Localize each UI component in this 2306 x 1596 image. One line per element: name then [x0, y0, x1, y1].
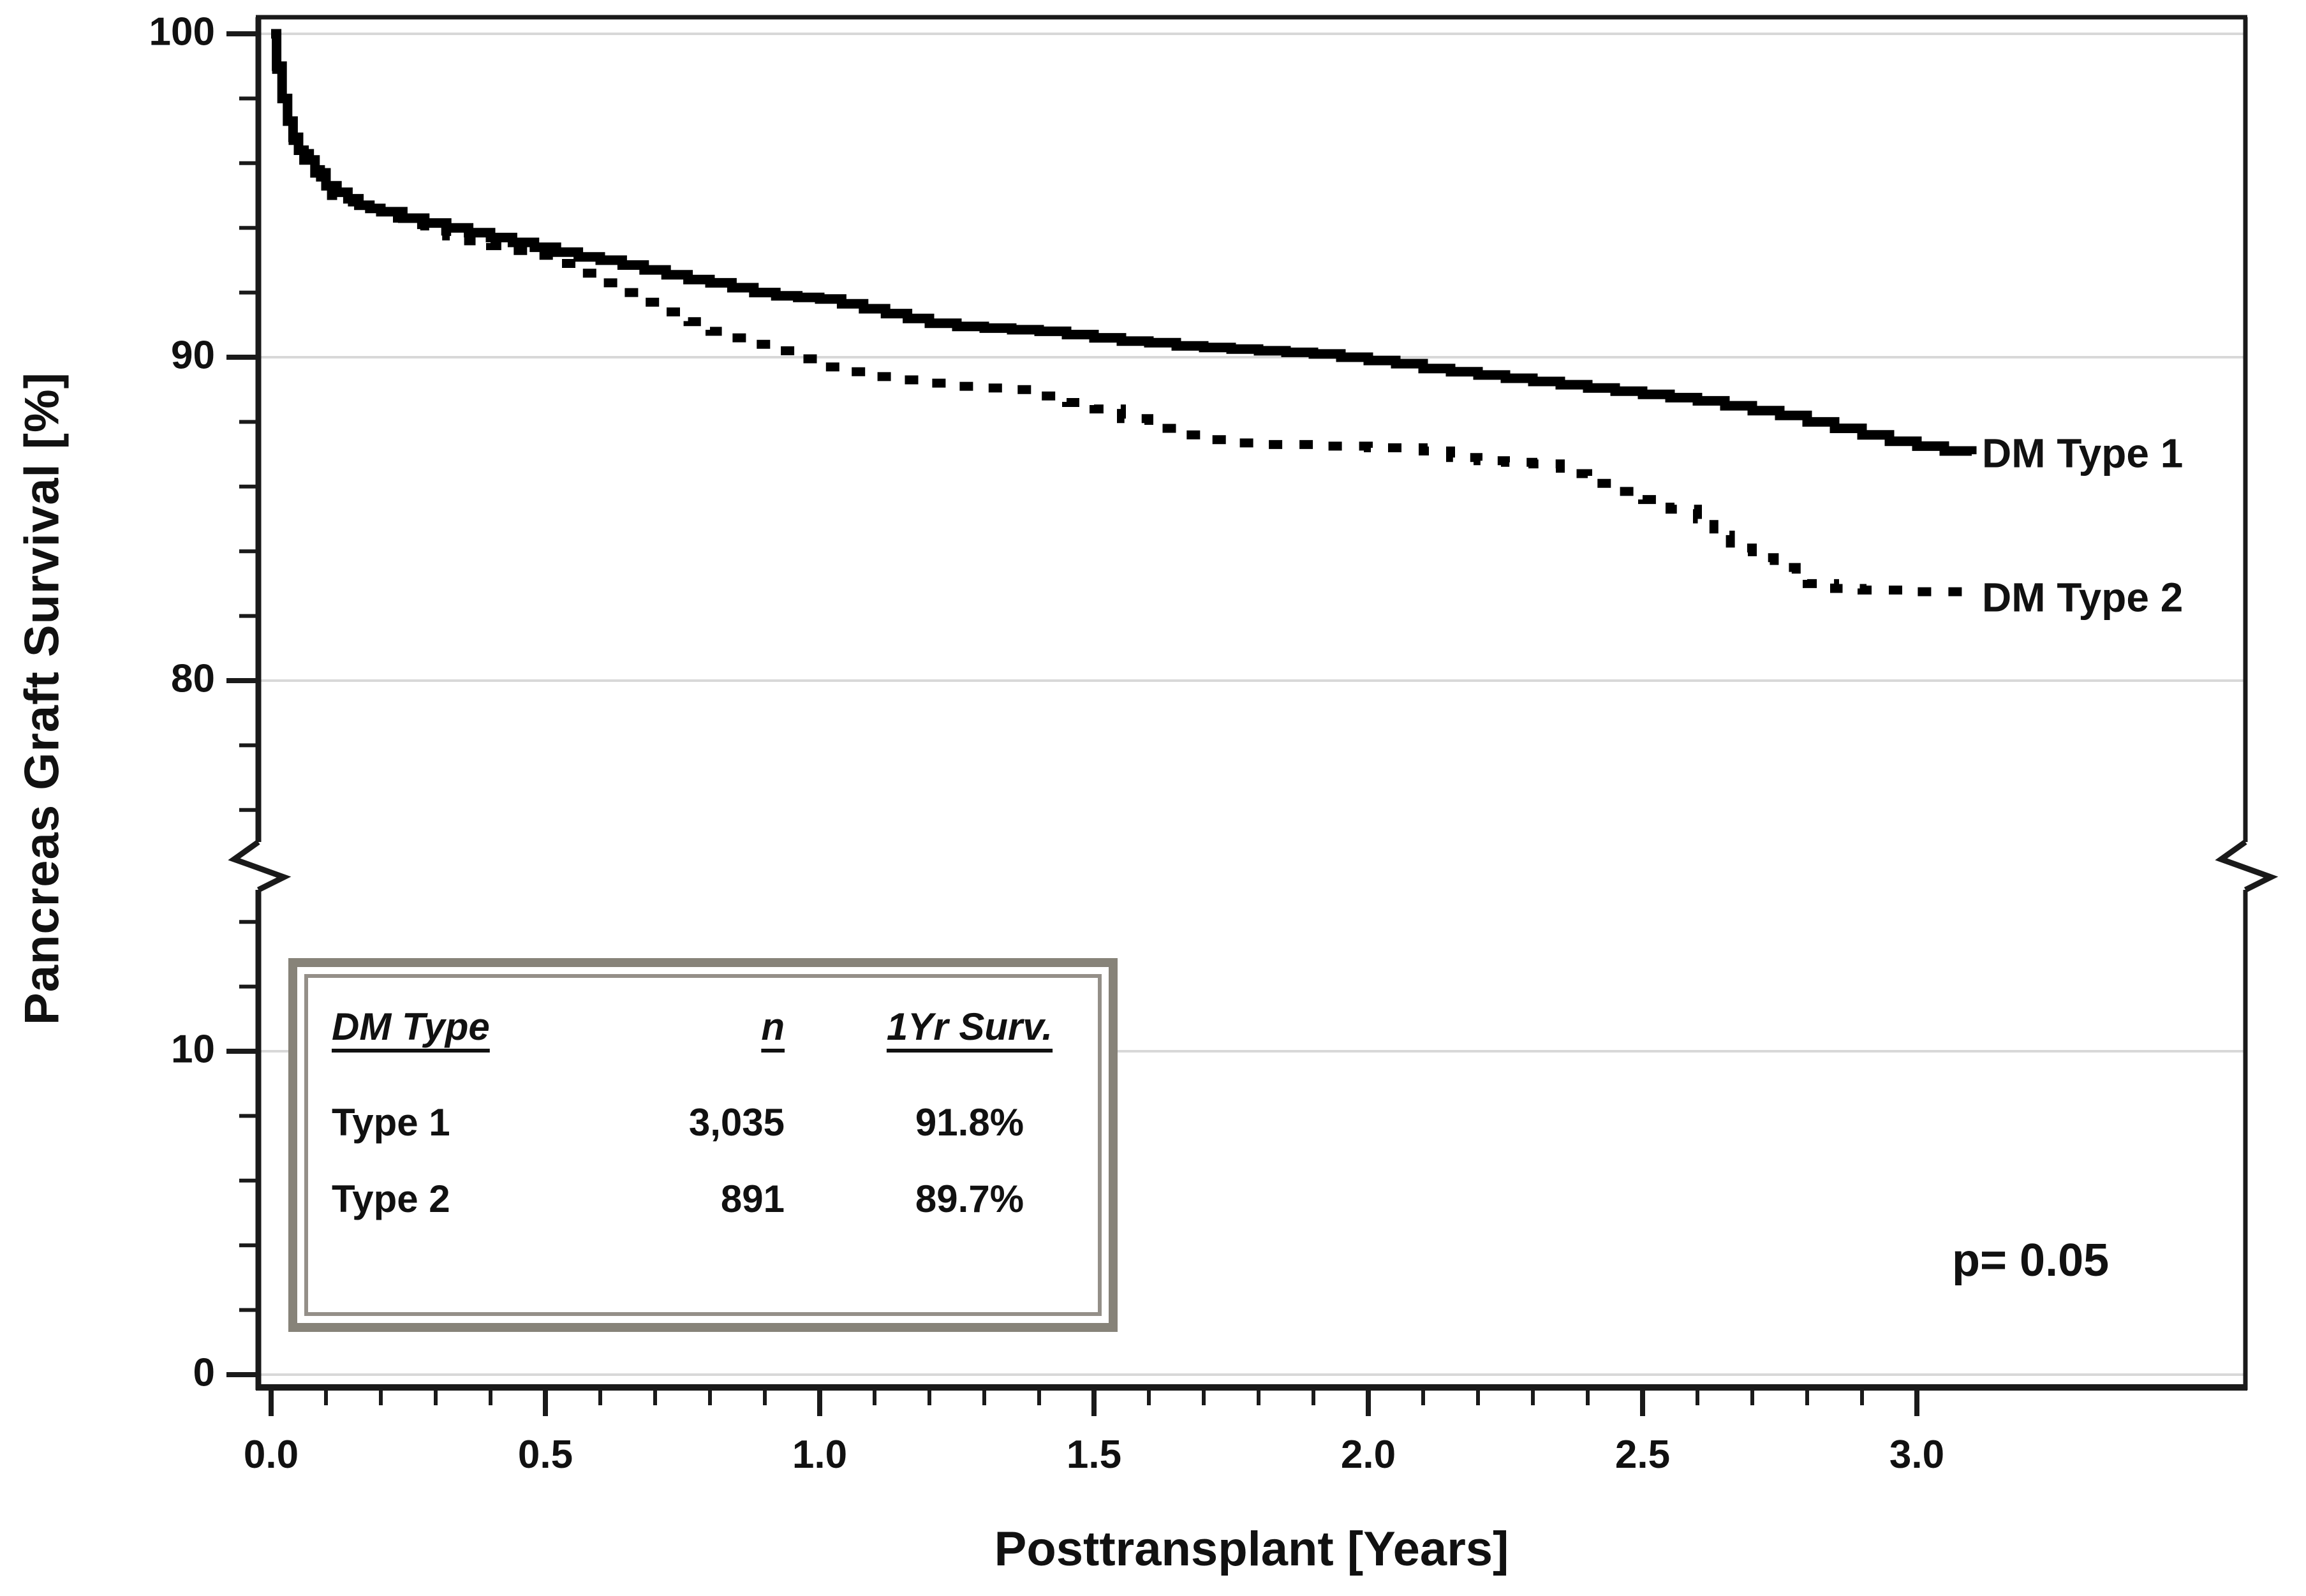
inset-summary-table [288, 958, 1118, 1332]
table-cell-type1: Type 1 [332, 1101, 450, 1144]
y-tick-label-90: 90 [171, 333, 215, 378]
curve-label-dm-type-2: DM Type 2 [1982, 574, 2184, 621]
x-tick-label-2.5: 2.5 [1615, 1433, 1671, 1477]
table-cell-type2: Type 2 [332, 1178, 450, 1220]
y-tick-label-0: 0 [193, 1350, 215, 1395]
table-cell-type2-n: 891 [720, 1178, 785, 1220]
y-tick-label-80: 80 [171, 656, 215, 701]
inset-table-inner-border [304, 974, 1102, 1316]
table-cell-type1-n: 3,035 [688, 1101, 785, 1144]
y-axis-title: Pancreas Graft Survival [%] [15, 372, 70, 1025]
table-cell-type1-surv: 91.8% [915, 1101, 1024, 1144]
frame-left-spine-axis-break-mark [228, 839, 292, 893]
table-cell-type2-surv: 89.7% [915, 1178, 1024, 1220]
x-tick-label-1.0: 1.0 [792, 1433, 848, 1477]
survival-curve-dm-type-1 [271, 29, 1977, 456]
x-axis-title: Posttransplant [Years] [994, 1522, 1509, 1576]
table-header-n: n [761, 1005, 785, 1048]
table-header-dm-type: DM Type [332, 1005, 490, 1048]
curve-label-dm-type-1: DM Type 1 [1982, 430, 2184, 477]
table-header-1yr-surv: 1Yr Surv. [886, 1005, 1053, 1048]
survival-curve-dm-type-2 [271, 29, 1976, 596]
x-tick-label-2.0: 2.0 [1340, 1433, 1396, 1477]
y-tick-label-10: 10 [171, 1027, 215, 1072]
y-tick-label-100: 100 [149, 10, 215, 54]
x-tick-label-0.5: 0.5 [517, 1433, 573, 1477]
x-tick-label-1.5: 1.5 [1066, 1433, 1122, 1477]
frame-right-spine-axis-break-mark [2215, 839, 2279, 893]
x-tick-label-0.0: 0.0 [243, 1433, 299, 1477]
p-value-annotation: p= 0.05 [1952, 1235, 2110, 1286]
x-tick-label-3.0: 3.0 [1889, 1433, 1945, 1477]
